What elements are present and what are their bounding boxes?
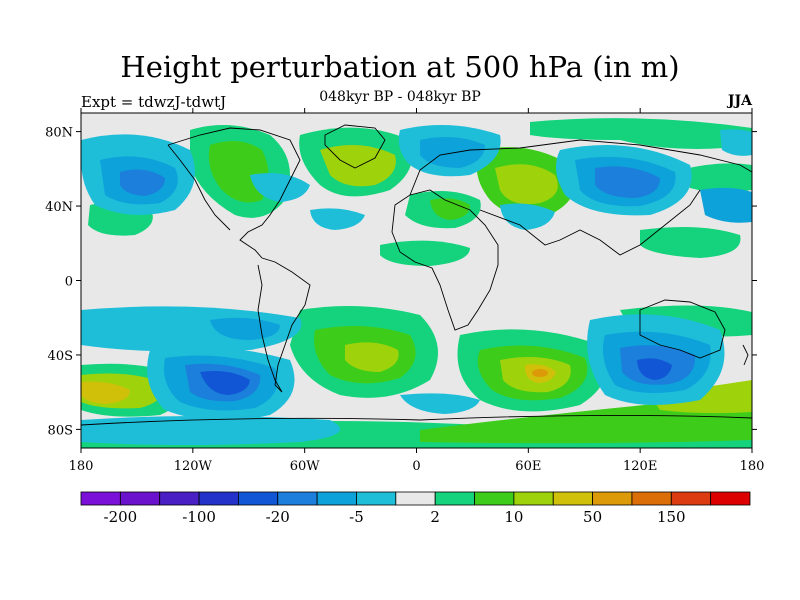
colorbar-box <box>316 491 357 506</box>
colorbar-box <box>710 491 751 506</box>
experiment-label: Expt = tdwzJ-tdwtJ <box>81 93 227 111</box>
longitude-axis: 180 120W 60W 0 60E 120E 180 <box>69 108 765 474</box>
eurasia-north-coast <box>409 139 752 196</box>
north-america-west-coast <box>167 144 231 231</box>
colorbar-box <box>119 491 161 506</box>
colorbar-box <box>513 491 554 506</box>
season-label: JJA <box>727 93 752 109</box>
colorbar-box <box>395 491 436 506</box>
colorbar-box <box>670 491 712 506</box>
colorbar-box <box>277 491 318 506</box>
lon-tick-label: 120W <box>174 459 213 474</box>
negative-region <box>595 166 660 198</box>
asia-south-coast <box>479 189 701 256</box>
lon-tick-label: 180 <box>69 459 94 474</box>
positive-region <box>208 141 269 203</box>
positive-region <box>680 163 752 193</box>
map-subtitle: 048kyr BP - 048kyr BP <box>319 89 481 105</box>
colorbar-box <box>552 491 593 506</box>
colorbar-box <box>159 491 200 506</box>
latitude-axis: 80N 40N 0 40S 80S <box>45 126 757 438</box>
positive-region <box>81 381 130 404</box>
negative-region <box>120 169 165 196</box>
positive-region <box>345 342 399 372</box>
lon-tick-label: 60E <box>515 459 541 474</box>
lon-tick-label: 60W <box>290 459 321 474</box>
negative-region <box>250 172 310 202</box>
negative-region <box>720 129 752 156</box>
positive-region <box>380 240 470 266</box>
south-america-coast <box>257 257 311 393</box>
negative-anomaly-regions <box>81 125 752 445</box>
colorbar-box <box>434 491 475 506</box>
australia-coast <box>639 299 726 359</box>
colorbar-label: -200 <box>104 508 138 526</box>
new-zealand-coast <box>742 344 749 366</box>
colorbar-box <box>80 491 121 506</box>
colorbar-boxes <box>80 491 751 506</box>
colorbar-label: -100 <box>182 508 216 526</box>
greenland-coast <box>324 124 386 169</box>
colorbar-label: -5 <box>349 508 364 526</box>
coastlines <box>81 124 752 426</box>
lon-tick-label: 120E <box>623 459 657 474</box>
africa-coast <box>391 189 499 331</box>
negative-region <box>637 358 672 380</box>
positive-region <box>530 118 752 149</box>
lon-tick-label: 0 <box>412 459 420 474</box>
colorbar-box <box>592 491 633 506</box>
colorbar-label: -20 <box>266 508 290 526</box>
positive-region <box>495 164 558 205</box>
colorbar-labels: -200 -100 -20 -5 2 10 50 150 <box>104 508 686 526</box>
map-field <box>81 113 752 448</box>
colorbar-box <box>238 491 279 506</box>
positive-region <box>640 226 741 258</box>
colorbar-label: 50 <box>583 508 602 526</box>
lat-tick-label: 0 <box>65 275 73 290</box>
colorbar-label: 2 <box>430 508 440 526</box>
negative-region <box>310 208 365 230</box>
colorbar-label: 10 <box>504 508 523 526</box>
colorbar-label: 150 <box>657 508 686 526</box>
positive-region <box>430 198 470 220</box>
lat-tick-label: 80N <box>45 126 73 141</box>
lat-tick-label: 80S <box>48 423 73 438</box>
negative-region <box>700 187 752 223</box>
colorbar-box <box>356 491 397 506</box>
colorbar-box <box>631 491 672 506</box>
antarctica-coast <box>81 414 752 426</box>
map-title: Height perturbation at 500 hPa (in m) <box>120 50 680 84</box>
north-america-coast <box>167 127 301 259</box>
negative-region <box>81 416 340 445</box>
negative-region <box>400 393 480 414</box>
colorbar-box <box>198 491 239 506</box>
negative-region <box>210 317 280 340</box>
negative-region <box>500 203 555 230</box>
colorbar-box <box>474 491 515 506</box>
lat-tick-label: 40S <box>48 349 73 364</box>
positive-region <box>532 369 548 377</box>
negative-region <box>81 306 302 352</box>
negative-region <box>200 371 250 395</box>
lat-tick-label: 40N <box>45 200 73 215</box>
lon-tick-label: 180 <box>740 459 765 474</box>
